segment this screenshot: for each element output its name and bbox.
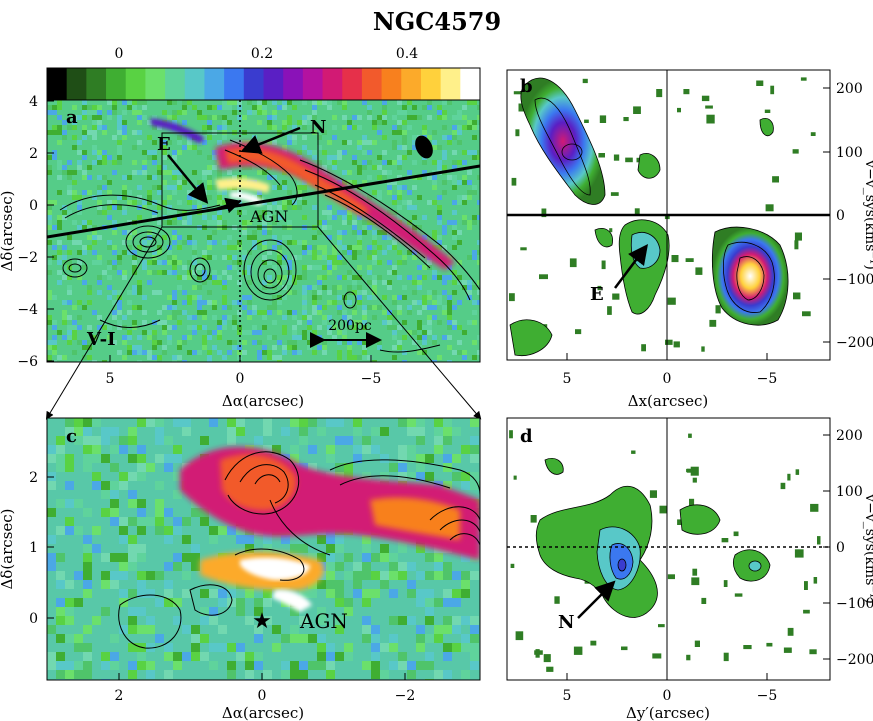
colorbar-swatch <box>361 68 383 100</box>
colorbar-swatch <box>263 68 284 100</box>
colorbar-swatch <box>106 68 127 100</box>
panel-d-emission <box>535 457 771 618</box>
panel-c: ★ c AGN 2 0 −2 2 1 0 Δα(arcsec) Δδ(arcse… <box>0 417 481 721</box>
panel-a-label-AGN: AGN <box>249 207 288 226</box>
colorbar-ticks: 0 0.2 0.4 <box>115 46 419 62</box>
panel-a-label-E: E <box>157 134 171 155</box>
panel-a-xtick: 5 <box>106 371 115 387</box>
panel-a-label-vi: V-I <box>86 329 116 350</box>
panel-c-label-AGN: AGN <box>299 609 348 633</box>
colorbar-swatch <box>440 68 461 100</box>
colorbar-swatch <box>66 68 87 100</box>
panel-c-ylabel: Δδ(arcsec) <box>0 508 16 589</box>
panel-d: N d 5 0 −5 200 100 0 −100 −200 Δy′(arcse… <box>506 417 873 721</box>
panel-a-letter: a <box>66 107 78 128</box>
colorbar-swatch <box>165 68 186 100</box>
colorbar-tick-label: 0.4 <box>396 46 418 62</box>
panel-b-emission <box>509 77 789 357</box>
panel-c-xtick: −2 <box>395 688 416 704</box>
panel-c-ytick: 1 <box>29 540 38 556</box>
panel-d-xtick: 5 <box>563 688 572 704</box>
panel-d-xtick: 0 <box>663 688 672 704</box>
colorbar-swatch <box>86 68 107 100</box>
panel-a: N E AGN V-I 200pc a 5 0 −5 4 2 0 −2 −4 −… <box>0 94 481 410</box>
colorbar-swatch <box>125 68 146 100</box>
panel-d-ytick: −100 <box>836 596 873 612</box>
colorbar-swatch <box>401 68 422 100</box>
panel-b-ylabel: v−v_sys(kms⁻¹) <box>862 159 873 270</box>
panel-a-beam <box>415 135 433 159</box>
colorbar-swatch <box>460 68 481 100</box>
panel-b-ytick: 100 <box>836 145 863 161</box>
colorbar-swatch <box>322 68 343 100</box>
panel-a-ytick: 0 <box>29 198 38 214</box>
panel-c-xtick: 0 <box>258 688 267 704</box>
panel-d-ytick: 0 <box>836 540 845 556</box>
panel-b-xtick: −5 <box>757 371 778 387</box>
colorbar-swatch <box>302 68 324 100</box>
panel-c-xtick: 2 <box>115 688 124 704</box>
panel-d-xtick: −5 <box>757 688 778 704</box>
panel-a-ytick: −6 <box>17 354 38 370</box>
colorbar-swatch <box>224 68 245 100</box>
panel-c-letter: c <box>66 426 77 447</box>
panel-c-ytick: 2 <box>29 470 38 486</box>
colorbar-swatch <box>145 68 166 100</box>
panel-a-zoom-box <box>161 132 319 228</box>
panel-d-letter: d <box>520 426 533 447</box>
panel-c-agn-star: ★ <box>252 609 272 634</box>
panel-b-xtick: 0 <box>663 371 672 387</box>
panel-a-slit <box>47 164 480 239</box>
panel-c-xlabel: Δα(arcsec) <box>222 704 304 721</box>
panel-b-xlabel: Δx(arcsec) <box>628 392 709 410</box>
panel-b-ytick: −200 <box>836 335 873 351</box>
colorbar-tick-label: 0 <box>115 46 124 62</box>
panel-c-ytick: 0 <box>29 611 38 627</box>
panel-b-label-E: E <box>590 284 604 305</box>
colorbar-swatch <box>204 68 225 100</box>
panel-b-xtick: 5 <box>563 371 572 387</box>
panel-d-ylabel: v−v_sys(kms⁻¹) <box>862 493 873 604</box>
colorbar-swatch <box>420 68 442 100</box>
panel-b-ytick: 0 <box>836 208 845 224</box>
panel-c-contours <box>118 451 480 649</box>
panel-a-label-scale: 200pc <box>328 318 372 334</box>
colorbar-swatch <box>243 68 264 100</box>
colorbar <box>46 67 481 101</box>
panel-d-xlabel: Δy′(arcsec) <box>626 704 710 721</box>
colorbar-swatch <box>184 68 205 100</box>
panel-b-ytick: −100 <box>836 272 873 288</box>
panel-a-ylabel: Δδ(arcsec) <box>0 190 16 271</box>
panel-a-label-N: N <box>310 117 326 138</box>
panel-d-label-N: N <box>558 612 574 633</box>
colorbar-tick-label: 0.2 <box>251 46 273 62</box>
panel-b-ytick: 200 <box>836 81 863 97</box>
panel-a-xlabel: Δα(arcsec) <box>222 392 304 410</box>
panel-a-ytick: 4 <box>29 94 38 110</box>
panel-a-ytick: −2 <box>17 250 38 266</box>
panel-a-ytick: 2 <box>29 146 38 162</box>
panel-b-letter: b <box>520 76 533 97</box>
panel-a-ytick: −4 <box>17 302 38 318</box>
figure-title: NGC4579 <box>373 7 501 36</box>
panel-a-xtick: 0 <box>236 371 245 387</box>
colorbar-swatch <box>47 68 68 100</box>
colorbar-swatch <box>283 68 304 100</box>
zoom-lines <box>45 226 482 420</box>
colorbar-swatch <box>381 68 402 100</box>
panel-d-ytick: −200 <box>836 652 873 668</box>
panel-d-ytick: 100 <box>836 484 863 500</box>
colorbar-swatch <box>342 68 363 100</box>
panel-b: E b 5 0 −5 200 100 0 −100 −200 Δx(arcsec… <box>506 69 873 410</box>
panel-d-ytick: 200 <box>836 428 863 444</box>
panel-a-xtick: −5 <box>361 371 382 387</box>
